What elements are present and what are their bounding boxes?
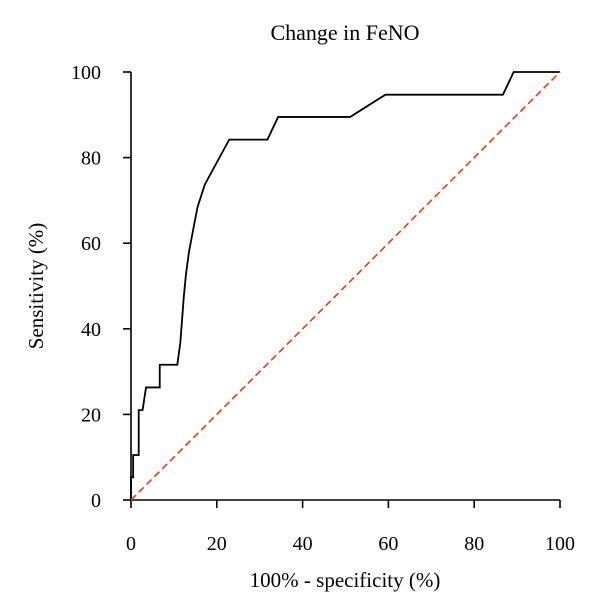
x-axis-title: 100% - specificity (%) xyxy=(250,568,441,592)
y-axis-title: Sensitivity (%) xyxy=(24,223,48,350)
y-ticks: 0 20 40 60 80 100 xyxy=(71,62,131,512)
y-tick-label: 60 xyxy=(81,233,101,255)
roc-curve-line xyxy=(130,71,560,500)
y-tick-label: 100 xyxy=(71,62,101,84)
series-layer xyxy=(130,71,561,501)
x-tick-label: 40 xyxy=(293,533,313,555)
reference-diagonal-line xyxy=(130,71,561,501)
x-ticks: 0 20 40 60 80 100 xyxy=(126,500,575,555)
x-tick-label: 20 xyxy=(207,533,227,555)
y-tick-label: 0 xyxy=(91,490,101,512)
x-tick-label: 80 xyxy=(464,533,484,555)
x-tick-label: 100 xyxy=(545,533,575,555)
axes xyxy=(130,72,560,501)
y-tick-label: 20 xyxy=(81,404,101,426)
y-tick-label: 40 xyxy=(81,319,101,341)
y-tick-label: 80 xyxy=(81,148,101,170)
x-tick-label: 60 xyxy=(378,533,398,555)
chart-title: Change in FeNO xyxy=(270,20,419,45)
x-tick-label: 0 xyxy=(126,533,136,555)
